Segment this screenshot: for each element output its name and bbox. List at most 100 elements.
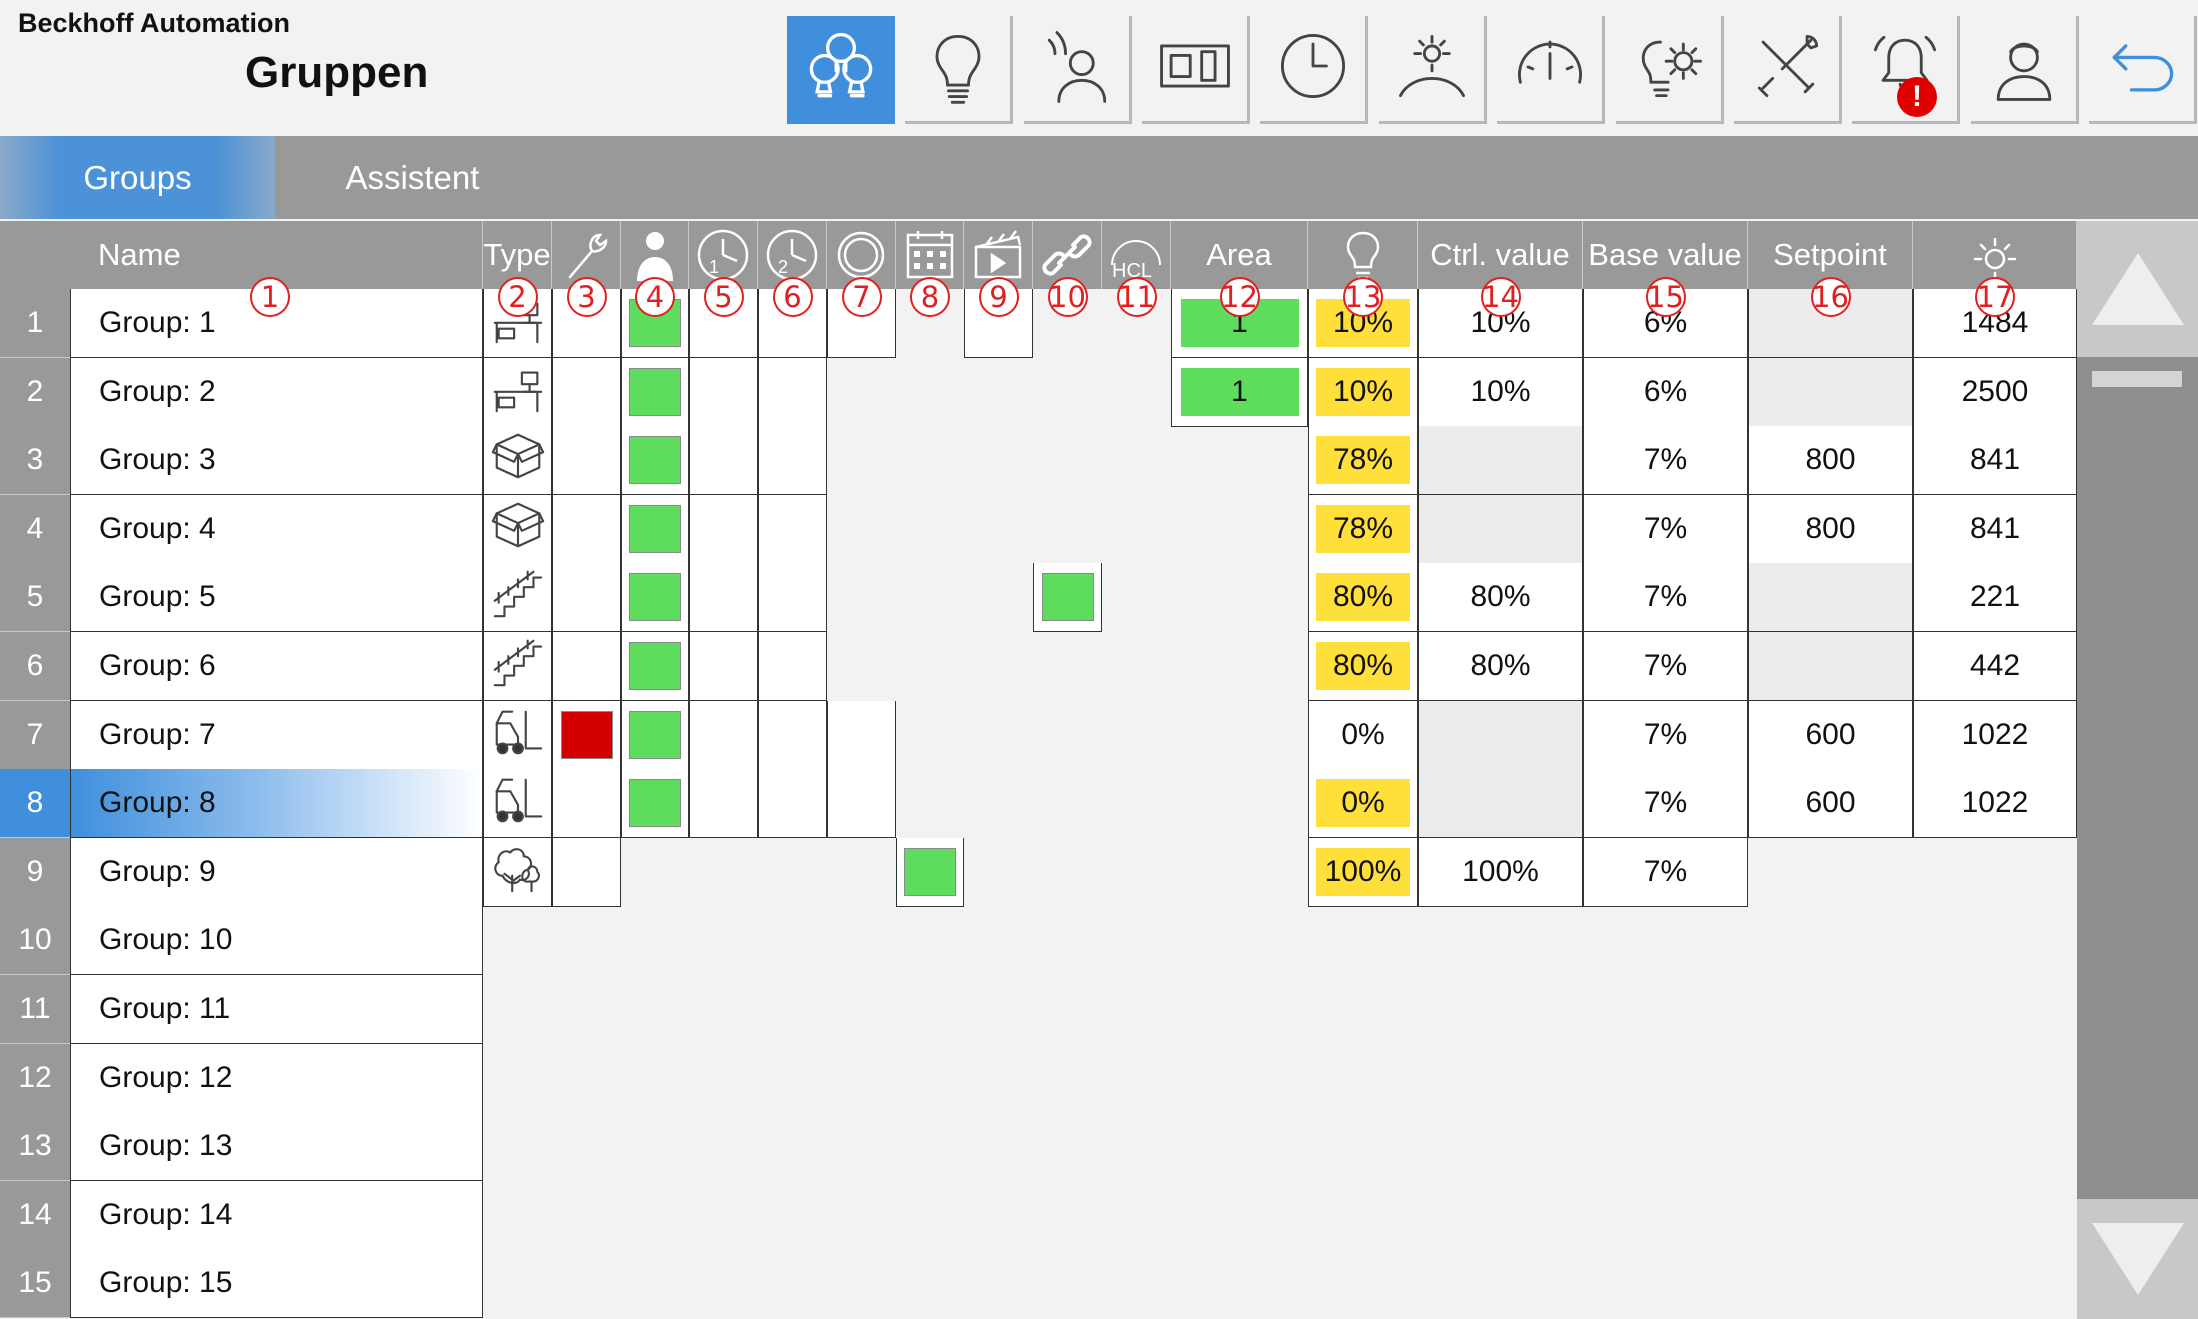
toolbar-alarm-bell-button[interactable]: ! — [1852, 16, 1960, 124]
timer1-cell[interactable] — [689, 632, 758, 701]
maintenance-cell[interactable] — [552, 563, 621, 633]
col-header-name[interactable]: Name — [70, 221, 483, 289]
light-value: 0% — [1316, 779, 1410, 828]
setpoint-cell[interactable] — [1748, 632, 1913, 701]
group-name-cell[interactable]: Group: 8 — [70, 769, 483, 839]
col-header-type[interactable]: Type — [483, 221, 552, 289]
col-header-wrench[interactable] — [552, 221, 621, 289]
light-value-cell[interactable]: 100% — [1308, 837, 1418, 907]
group-name-cell[interactable]: Group: 15 — [70, 1249, 483, 1319]
group-name-cell[interactable]: Group: 11 — [70, 975, 483, 1044]
toolbar-bulb-button[interactable] — [905, 16, 1013, 124]
group-name-cell[interactable]: Group: 6 — [70, 632, 483, 701]
scrollbar[interactable] — [2077, 221, 2198, 1319]
link-cell[interactable] — [1033, 563, 1102, 633]
timer1-cell[interactable] — [689, 563, 758, 633]
box-icon — [489, 496, 547, 562]
status-indicator-error — [560, 710, 613, 759]
col-header-calendar[interactable] — [896, 221, 964, 289]
manual-cell[interactable] — [621, 632, 689, 701]
col-header-link[interactable] — [1033, 221, 1102, 289]
tab-groups[interactable]: Groups — [0, 136, 275, 219]
scroll-thumb[interactable] — [2092, 371, 2182, 387]
timer1-cell[interactable] — [689, 494, 758, 564]
col-header-base-value[interactable]: Base value — [1583, 221, 1748, 289]
setpoint-cell[interactable]: 600 — [1748, 700, 1913, 770]
group-name-cell[interactable]: Group: 13 — [70, 1112, 483, 1182]
maintenance-cell[interactable] — [552, 632, 621, 701]
light-value-cell[interactable]: 0% — [1308, 769, 1418, 839]
tab-assistent[interactable]: Assistent — [345, 158, 480, 196]
timer1-cell[interactable] — [689, 289, 758, 358]
toolbar-gauge-button[interactable] — [1497, 16, 1605, 124]
setpoint-cell[interactable]: 800 — [1748, 426, 1913, 496]
manual-cell[interactable] — [621, 494, 689, 564]
toolbar-user-button[interactable] — [1971, 16, 2079, 124]
light-value-cell[interactable]: 80% — [1308, 632, 1418, 701]
timer2-cell[interactable] — [758, 700, 827, 770]
manual-cell[interactable] — [621, 700, 689, 770]
toolbar-daylight-button[interactable] — [1379, 16, 1487, 124]
setpoint-cell[interactable]: 600 — [1748, 769, 1913, 839]
timer2-cell[interactable] — [758, 632, 827, 701]
col-header-area[interactable]: Area — [1171, 221, 1308, 289]
timer1-cell[interactable] — [689, 769, 758, 839]
maintenance-cell[interactable] — [552, 769, 621, 839]
maintenance-cell[interactable] — [552, 700, 621, 770]
group-name-cell[interactable]: Group: 14 — [70, 1180, 483, 1250]
timer2-cell[interactable] — [758, 426, 827, 496]
group-name-cell[interactable]: Group: 7 — [70, 700, 483, 770]
col-header-ctrl-value[interactable]: Ctrl. value — [1418, 221, 1583, 289]
timer1-cell[interactable] — [689, 357, 758, 427]
light-value-cell[interactable]: 10% — [1308, 357, 1418, 427]
col-header-setpoint[interactable]: Setpoint — [1748, 221, 1913, 289]
maintenance-cell[interactable] — [552, 426, 621, 496]
toolbar-presence-person-button[interactable] — [1024, 16, 1132, 124]
col-header-hcl[interactable]: HCL — [1102, 221, 1171, 289]
toolbar-bulb-gear-button[interactable] — [1616, 16, 1724, 124]
light-value-cell[interactable]: 78% — [1308, 494, 1418, 564]
toolbar-back-arrow-button[interactable] — [2089, 16, 2197, 124]
area-cell[interactable]: 1 — [1171, 357, 1308, 427]
group-name-cell[interactable]: Group: 10 — [70, 906, 483, 976]
toolbar-clock-button[interactable] — [1260, 16, 1368, 124]
timer1-cell[interactable] — [689, 426, 758, 496]
column-number-badge: 17 — [1975, 277, 2015, 317]
maintenance-cell[interactable] — [552, 357, 621, 427]
maintenance-cell[interactable] — [552, 837, 621, 907]
light-value-cell[interactable]: 0% — [1308, 700, 1418, 770]
scroll-down-button[interactable] — [2077, 1199, 2198, 1319]
status-indicator-active — [629, 367, 681, 416]
ring-cell[interactable] — [827, 769, 896, 839]
timer2-cell[interactable] — [758, 357, 827, 427]
scroll-up-button[interactable] — [2077, 221, 2198, 357]
setpoint-cell[interactable] — [1748, 563, 1913, 633]
col-header-sun[interactable] — [1913, 221, 2077, 289]
group-name-cell[interactable]: Group: 5 — [70, 563, 483, 633]
setpoint-cell[interactable]: 800 — [1748, 494, 1913, 564]
ring-cell[interactable] — [827, 700, 896, 770]
calendar-cell[interactable] — [896, 837, 964, 907]
manual-cell[interactable] — [621, 289, 689, 358]
group-name-cell[interactable]: Group: 12 — [70, 1043, 483, 1113]
col-header-person[interactable] — [621, 221, 689, 289]
maintenance-cell[interactable] — [552, 494, 621, 564]
toolbar-switch-panel-button[interactable] — [1142, 16, 1250, 124]
timer2-cell[interactable] — [758, 769, 827, 839]
light-value-cell[interactable]: 80% — [1308, 563, 1418, 633]
timer2-cell[interactable] — [758, 563, 827, 633]
manual-cell[interactable] — [621, 769, 689, 839]
toolbar-tools-button[interactable] — [1734, 16, 1842, 124]
toolbar-groups-bulbs-button[interactable] — [787, 16, 895, 124]
timer2-cell[interactable] — [758, 494, 827, 564]
group-name-cell[interactable]: Group: 9 — [70, 837, 483, 907]
timer1-cell[interactable] — [689, 700, 758, 770]
manual-cell[interactable] — [621, 426, 689, 496]
group-name-cell[interactable]: Group: 3 — [70, 426, 483, 496]
light-value-cell[interactable]: 78% — [1308, 426, 1418, 496]
group-name-cell[interactable]: Group: 4 — [70, 494, 483, 564]
manual-cell[interactable] — [621, 563, 689, 633]
setpoint-cell[interactable] — [1748, 357, 1913, 427]
group-name-cell[interactable]: Group: 2 — [70, 357, 483, 427]
manual-cell[interactable] — [621, 357, 689, 427]
